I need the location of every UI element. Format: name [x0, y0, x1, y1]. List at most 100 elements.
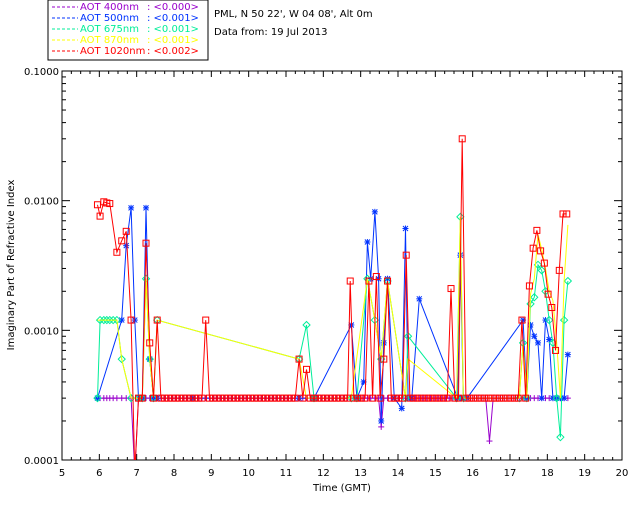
y-axis-label: Imaginary Part of Refractive Index — [6, 180, 17, 351]
point-aot-1020nm — [295, 355, 303, 363]
x-tick-label: 14 — [392, 468, 405, 479]
point-aot-1020nm — [369, 394, 377, 402]
point-aot-1020nm — [507, 394, 515, 402]
point-aot-1020nm — [179, 394, 187, 402]
point-aot-1020nm — [96, 212, 104, 220]
point-aot-675nm — [93, 393, 102, 403]
legend-label-aot-675nm: AOT 675nm — [80, 24, 139, 35]
point-aot-1020nm — [127, 316, 135, 324]
point-aot-1020nm — [336, 394, 344, 402]
point-aot-1020nm — [168, 394, 176, 402]
point-aot-1020nm — [462, 394, 470, 402]
point-aot-1020nm — [428, 394, 436, 402]
point-aot-675nm — [537, 266, 546, 275]
point-aot-675nm — [544, 315, 554, 325]
point-aot-1020nm — [522, 394, 530, 402]
point-aot-1020nm — [306, 394, 314, 402]
x-tick-label: 19 — [578, 468, 591, 479]
point-aot-1020nm — [473, 394, 481, 402]
x-tick-label: 17 — [504, 468, 517, 479]
point-aot-1020nm — [332, 394, 340, 402]
point-aot-1020nm — [384, 277, 392, 285]
point-aot-1020nm — [406, 394, 414, 402]
point-aot-675nm — [102, 315, 112, 325]
point-aot-1020nm — [492, 394, 500, 402]
point-aot-1020nm — [157, 394, 165, 402]
point-aot-1020nm — [350, 394, 358, 402]
point-aot-1020nm — [425, 394, 433, 402]
point-aot-675nm — [117, 354, 126, 364]
y-tick-label: 0.0010 — [24, 326, 59, 337]
point-aot-1020nm — [205, 394, 213, 402]
point-aot-1020nm — [544, 290, 552, 298]
point-aot-1020nm — [106, 200, 114, 208]
point-aot-500nm — [371, 208, 378, 215]
point-aot-1020nm — [380, 355, 388, 363]
point-aot-500nm — [538, 395, 545, 402]
x-tick-label: 13 — [354, 468, 367, 479]
x-tick-label: 8 — [171, 468, 177, 479]
point-aot-1020nm — [443, 394, 451, 402]
point-aot-1020nm — [247, 394, 255, 402]
legend-box — [47, 0, 209, 61]
point-aot-1020nm — [421, 394, 429, 402]
point-aot-1020nm — [317, 394, 325, 402]
point-aot-675nm — [559, 315, 569, 325]
point-aot-1020nm — [269, 394, 277, 402]
point-aot-1020nm — [540, 259, 548, 267]
point-aot-1020nm — [273, 394, 281, 402]
point-aot-1020nm — [340, 394, 348, 402]
x-tick-label: 7 — [133, 468, 139, 479]
point-aot-1020nm — [469, 394, 477, 402]
point-aot-1020nm — [525, 282, 533, 290]
point-aot-1020nm — [510, 394, 518, 402]
point-aot-1020nm — [213, 394, 221, 402]
point-aot-1020nm — [235, 394, 243, 402]
point-aot-1020nm — [314, 394, 322, 402]
point-aot-500nm — [364, 238, 371, 245]
x-tick-label: 6 — [96, 468, 102, 479]
point-aot-675nm — [99, 315, 109, 325]
point-aot-1020nm — [484, 394, 492, 402]
point-aot-1020nm — [361, 394, 369, 402]
point-aot-1020nm — [284, 394, 292, 402]
point-aot-1020nm — [499, 394, 507, 402]
point-aot-1020nm — [135, 394, 143, 402]
point-aot-500nm — [131, 317, 138, 324]
point-aot-500nm — [416, 295, 423, 302]
point-aot-500nm — [561, 395, 568, 402]
point-aot-1020nm — [280, 394, 288, 402]
point-aot-1020nm — [149, 394, 157, 402]
point-aot-1020nm — [466, 394, 474, 402]
point-aot-1020nm — [209, 394, 217, 402]
point-aot-1020nm — [194, 394, 202, 402]
point-aot-1020nm — [387, 394, 395, 402]
point-aot-1020nm — [228, 394, 236, 402]
point-aot-1020nm — [321, 394, 329, 402]
point-aot-1020nm — [563, 210, 571, 218]
point-aot-1020nm — [288, 394, 296, 402]
legend-summary-aot-400nm: : <0.000> — [147, 2, 199, 13]
point-aot-1020nm — [239, 394, 247, 402]
point-aot-500nm — [535, 339, 541, 346]
point-aot-1020nm — [183, 394, 191, 402]
point-aot-1020nm — [291, 394, 299, 402]
y-tick-label: 0.1000 — [24, 67, 59, 78]
point-aot-1020nm — [113, 248, 121, 256]
point-aot-1020nm — [254, 394, 262, 402]
point-aot-1020nm — [529, 244, 537, 252]
date-info: Data from: 19 Jul 2013 — [214, 27, 327, 38]
x-tick-label: 18 — [541, 468, 554, 479]
point-aot-1020nm — [432, 394, 440, 402]
point-aot-1020nm — [325, 394, 333, 402]
point-aot-1020nm — [329, 394, 337, 402]
point-aot-1020nm — [518, 316, 526, 324]
point-aot-500nm — [531, 333, 538, 340]
x-tick-label: 10 — [242, 468, 255, 479]
point-aot-500nm — [398, 405, 405, 412]
point-aot-1020nm — [122, 227, 130, 235]
y-tick-label: 0.0001 — [24, 456, 59, 467]
site-info: PML, N 50 22', W 04 08', Alt 0m — [214, 9, 373, 20]
point-aot-1020nm — [481, 394, 489, 402]
